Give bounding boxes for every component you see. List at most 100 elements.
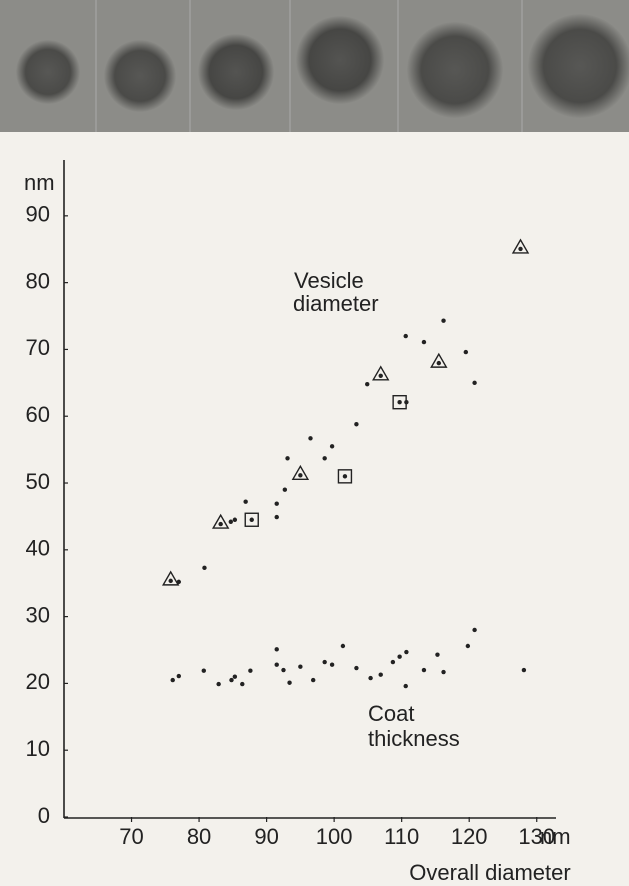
point <box>441 319 445 323</box>
dot <box>365 382 369 386</box>
point <box>373 367 388 380</box>
point <box>330 444 334 448</box>
dot <box>243 500 247 504</box>
point <box>472 381 476 385</box>
x-tick-label: 100 <box>316 824 353 849</box>
dot <box>311 678 315 682</box>
x-tick-label: 90 <box>254 824 278 849</box>
point <box>213 515 228 528</box>
y-unit: nm <box>24 170 55 195</box>
dot <box>275 647 279 651</box>
dot <box>397 400 401 404</box>
dot <box>422 668 426 672</box>
point <box>287 681 291 685</box>
point <box>202 669 206 673</box>
dot <box>404 684 408 688</box>
page: {"chart_data": {"type": "scatter", "x_un… <box>0 0 629 886</box>
dot <box>275 663 279 667</box>
dot <box>275 502 279 506</box>
point <box>365 382 369 386</box>
dot <box>202 669 206 673</box>
point <box>397 654 401 658</box>
point <box>229 678 233 682</box>
point <box>341 644 345 648</box>
dot <box>298 473 302 477</box>
y-tick-label: 20 <box>26 669 50 694</box>
y-tick-label: 60 <box>26 402 50 427</box>
dot <box>281 668 285 672</box>
point <box>379 673 383 677</box>
y-tick-label: 0 <box>38 803 50 828</box>
y-tick-label: 10 <box>26 736 50 761</box>
dot <box>233 675 237 679</box>
point <box>240 682 244 686</box>
dot <box>275 515 279 519</box>
point <box>243 500 247 504</box>
y-tick-label: 30 <box>26 602 50 627</box>
dot <box>341 644 345 648</box>
dot <box>287 681 291 685</box>
dot <box>466 644 470 648</box>
dot <box>218 522 222 526</box>
dot <box>308 436 312 440</box>
dot <box>177 674 181 678</box>
point <box>283 488 287 492</box>
point <box>441 670 445 674</box>
point <box>177 674 181 678</box>
point <box>404 650 408 654</box>
x-tick-label: 80 <box>187 824 211 849</box>
dot <box>354 666 358 670</box>
dot <box>522 668 526 672</box>
point <box>422 340 426 344</box>
dot <box>229 520 233 524</box>
point <box>466 644 470 648</box>
dot <box>233 518 237 522</box>
dot <box>368 676 372 680</box>
dot <box>330 663 334 667</box>
point <box>293 466 308 479</box>
point <box>435 652 439 656</box>
dot <box>518 247 522 251</box>
dot <box>240 682 244 686</box>
dot <box>202 566 206 570</box>
dot <box>464 350 468 354</box>
dot <box>472 381 476 385</box>
dot <box>330 444 334 448</box>
dot <box>391 660 395 664</box>
point <box>513 240 528 253</box>
dot <box>422 340 426 344</box>
dot <box>435 652 439 656</box>
point <box>354 666 358 670</box>
dot <box>472 628 476 632</box>
dot <box>298 665 302 669</box>
annotation: Vesicle <box>294 268 364 293</box>
x-tick-label: 130 <box>518 824 555 849</box>
dot <box>397 654 401 658</box>
point <box>311 678 315 682</box>
point <box>464 350 468 354</box>
point <box>233 518 237 522</box>
point <box>338 470 351 483</box>
point <box>285 456 289 460</box>
micrograph <box>0 0 629 132</box>
dot <box>441 670 445 674</box>
dot <box>354 422 358 426</box>
point <box>248 669 252 673</box>
point <box>171 678 175 682</box>
dot <box>171 678 175 682</box>
dot <box>285 456 289 460</box>
point <box>322 456 326 460</box>
y-tick-label: 40 <box>26 536 50 561</box>
point <box>404 684 408 688</box>
annotation: thickness <box>368 726 460 751</box>
x-axis-title: Overall diameter <box>409 860 570 885</box>
point <box>281 668 285 672</box>
point <box>216 682 220 686</box>
dot <box>283 488 287 492</box>
annotation: diameter <box>293 291 379 316</box>
point <box>404 334 408 338</box>
point <box>391 660 395 664</box>
annotation: Coat <box>368 701 414 726</box>
point <box>472 628 476 632</box>
point <box>275 647 279 651</box>
